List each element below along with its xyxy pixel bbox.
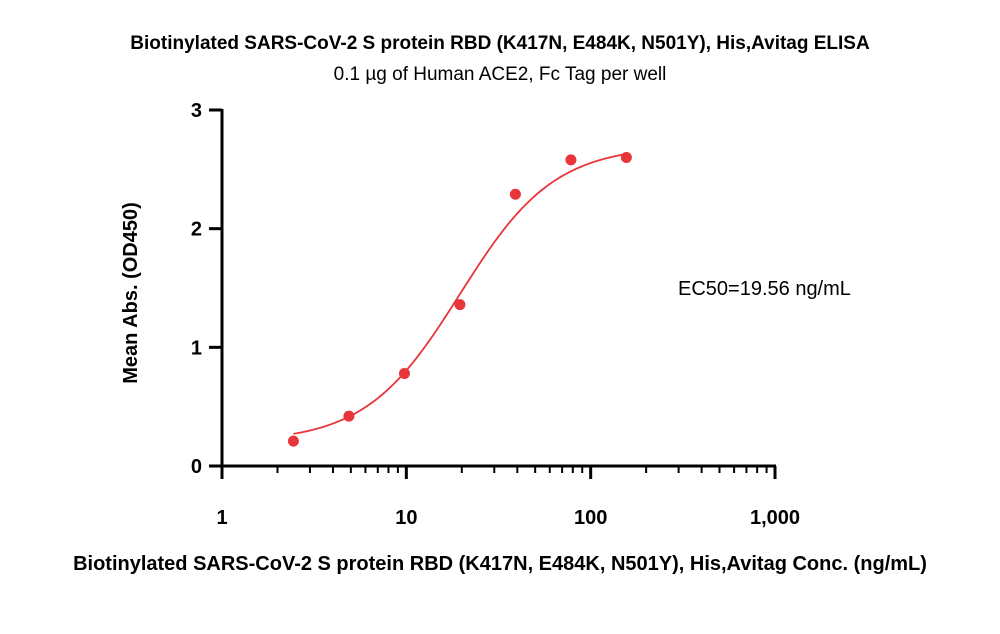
data-point — [620, 151, 632, 163]
data-point — [565, 154, 577, 166]
data-point — [287, 435, 299, 447]
x-tick-label: 1,000 — [750, 507, 800, 529]
x-tick-label: 1 — [216, 507, 227, 529]
y-tick-label: 3 — [191, 100, 202, 122]
data-point — [509, 188, 521, 200]
axes — [220, 109, 776, 468]
x-tick-label: 100 — [574, 507, 607, 529]
y-axis-label: Mean Abs. (OD450) — [120, 202, 142, 384]
x-axis-ticks: 1 10 100 1,000 — [216, 466, 800, 529]
x-tick-label: 10 — [395, 507, 417, 529]
chart-subtitle: 0.1 µg of Human ACE2, Fc Tag per well — [334, 64, 667, 85]
y-tick-label: 2 — [191, 219, 202, 241]
chart-title: Biotinylated SARS-CoV-2 S protein RBD (K… — [130, 33, 870, 54]
data-points — [287, 151, 632, 447]
data-point — [343, 410, 355, 422]
y-tick-label: 0 — [191, 456, 202, 478]
data-point — [398, 367, 410, 379]
data-point — [454, 299, 466, 311]
y-tick-label: 1 — [191, 337, 202, 359]
ec50-annotation: EC50=19.56 ng/mL — [678, 278, 851, 300]
y-axis-ticks: 0 1 2 3 — [191, 100, 222, 478]
x-axis-label: Biotinylated SARS-CoV-2 S protein RBD (K… — [73, 553, 927, 575]
fit-curve — [293, 153, 627, 435]
